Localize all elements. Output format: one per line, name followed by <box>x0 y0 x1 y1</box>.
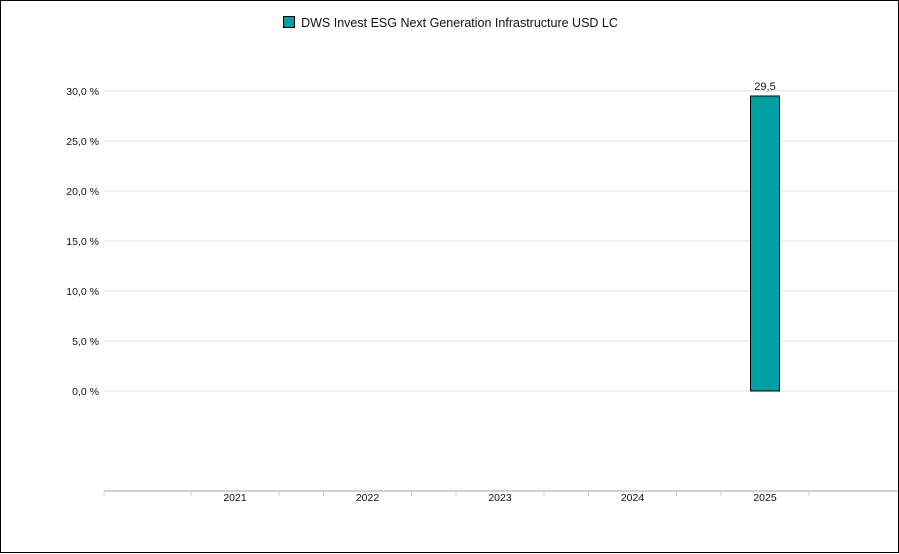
x-tick-label: 2022 <box>356 492 380 504</box>
y-tick-label: 10,0 % <box>66 286 99 298</box>
y-tick-label: 25,0 % <box>66 136 99 148</box>
legend-label: DWS Invest ESG Next Generation Infrastru… <box>301 16 618 30</box>
x-tick-label: 2021 <box>223 492 247 504</box>
y-tick-label: 5,0 % <box>72 336 99 348</box>
x-tick-label: 2025 <box>753 492 777 504</box>
bar-value-label: 29,5 <box>754 81 775 93</box>
bar <box>750 95 780 392</box>
y-tick-label: 20,0 % <box>66 186 99 198</box>
y-tick-label: 30,0 % <box>66 86 99 98</box>
x-tick-label: 2023 <box>488 492 512 504</box>
y-tick-label: 15,0 % <box>66 236 99 248</box>
legend-swatch <box>283 16 296 28</box>
y-tick-label: 0,0 % <box>72 386 99 398</box>
legend[interactable]: DWS Invest ESG Next Generation Infrastru… <box>1 16 899 30</box>
x-tick-label: 2024 <box>621 492 645 504</box>
